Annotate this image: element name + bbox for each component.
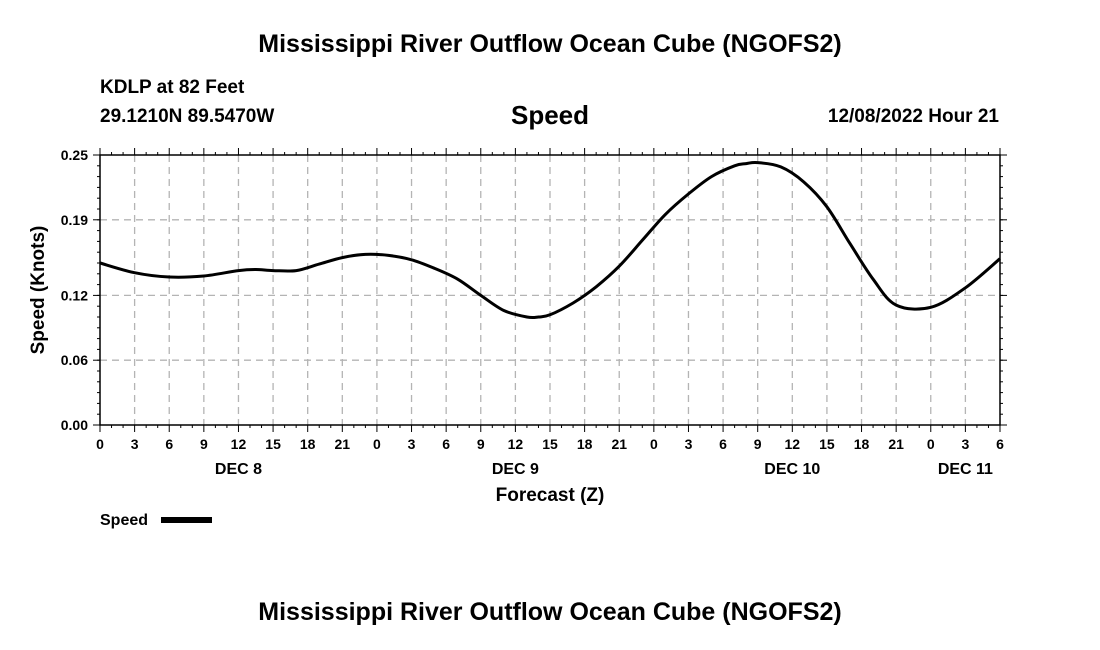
x-tick-label: 9	[754, 436, 762, 452]
legend-layer: Speed	[100, 512, 212, 529]
x-tick-label: 6	[442, 436, 450, 452]
x-tick-label: 6	[719, 436, 727, 452]
speed-series-line	[99, 160, 1001, 320]
y-axis-label: Speed (Knots)	[28, 226, 49, 355]
label-layer: 0 3 6 9 12 15 18 21 0 3 6 9 12 15 18 21 0 3 6 9 12 15 18 21 0 3 6 0…	[28, 147, 1004, 506]
x-tick-label: 3	[685, 436, 693, 452]
day-label: DEC 11	[938, 461, 993, 478]
x-tick-label: 21	[335, 436, 351, 452]
x-tick-label: 15	[542, 436, 558, 452]
y-tick-label: 0.19	[61, 212, 88, 228]
x-tick-label: 3	[961, 436, 969, 452]
x-tick-label: 0	[927, 436, 935, 452]
parameter-label: Speed	[510, 100, 590, 130]
x-tick-label: 21	[611, 436, 627, 452]
station-coordinates: 29.1210N 89.5470W	[100, 106, 275, 127]
x-tick-label: 18	[300, 436, 316, 452]
day-label: DEC 10	[764, 461, 820, 478]
y-tick-label: 0.12	[61, 287, 88, 303]
x-tick-label: 6	[996, 436, 1004, 452]
station-label: KDLP at 82 Feet	[100, 77, 245, 98]
chart-title: Mississippi River Outflow Ocean Cube (NG…	[258, 30, 842, 58]
footer-title: Mississippi River Outflow Ocean Cube (NG…	[258, 598, 842, 626]
x-tick-label: 3	[408, 436, 416, 452]
x-tick-label: 6	[165, 436, 173, 452]
legend-label: Speed	[100, 512, 148, 529]
forecast-datetime: 12/08/2022 Hour 21	[827, 106, 999, 127]
x-tick-label: 21	[888, 436, 904, 452]
x-tick-label: 12	[231, 436, 247, 452]
x-tick-label: 18	[854, 436, 870, 452]
x-tick-label: 0	[373, 436, 381, 452]
grid-layer	[100, 155, 1000, 425]
x-tick-label: 15	[265, 436, 281, 452]
x-tick-label: 12	[508, 436, 524, 452]
y-tick-label: 0.25	[61, 147, 88, 163]
x-tick-label: 18	[577, 436, 593, 452]
x-axis-label: Forecast (Z)	[496, 485, 605, 506]
plot-frame	[99, 154, 1001, 426]
x-tick-label: 9	[477, 436, 485, 452]
axis-layer	[93, 148, 1007, 432]
day-label: DEC 9	[492, 461, 539, 478]
series-layer	[99, 160, 1001, 320]
y-tick-label: 0.06	[61, 352, 88, 368]
x-tick-label: 15	[819, 436, 835, 452]
x-tick-label: 0	[650, 436, 658, 452]
x-tick-label: 0	[96, 436, 104, 452]
x-tick-label: 12	[785, 436, 801, 452]
day-label: DEC 8	[215, 461, 262, 478]
x-tick-label: 9	[200, 436, 208, 452]
y-tick-label: 0.00	[61, 417, 88, 433]
x-tick-label: 3	[131, 436, 139, 452]
